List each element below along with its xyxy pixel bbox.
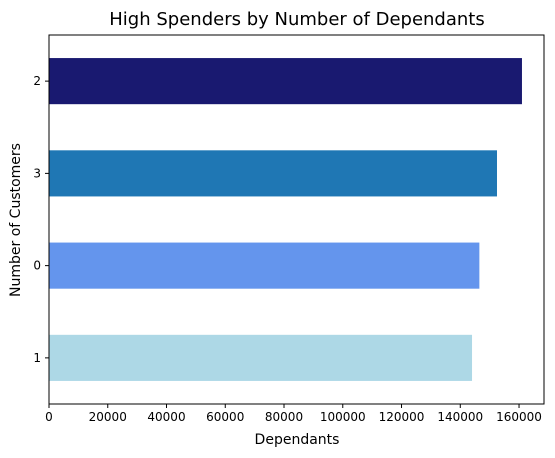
x-tick-label: 140000	[437, 410, 483, 424]
bars-group	[49, 58, 522, 381]
bar-1	[49, 334, 473, 381]
x-tick-label: 20000	[89, 410, 127, 424]
x-tick-label: 80000	[265, 410, 303, 424]
y-axis-label: Number of Customers	[8, 143, 24, 297]
x-tick-label: 120000	[379, 410, 425, 424]
x-ticks-group: 0 20000 40000 60000 80000 100000 120000 140000 1…	[45, 404, 542, 424]
x-tick-label: 60000	[206, 410, 244, 424]
x-tick-label: 160000	[496, 410, 542, 424]
bar-2	[49, 58, 522, 105]
chart-title: High Spenders by Number of Dependants	[109, 9, 484, 30]
y-tick-label: 0	[33, 259, 41, 273]
x-tick-label: 100000	[320, 410, 366, 424]
x-tick-label: 0	[45, 410, 53, 424]
x-tick-label: 40000	[147, 410, 185, 424]
y-tick-label: 1	[33, 351, 41, 365]
y-tick-label: 2	[33, 74, 41, 88]
y-ticks-group: 2 3 0 1	[33, 74, 49, 365]
plot-frame	[48, 34, 545, 405]
bar-0	[49, 242, 480, 289]
x-axis-label: Dependants	[255, 432, 340, 448]
bar-3	[49, 150, 497, 197]
y-tick-label: 3	[33, 166, 41, 180]
